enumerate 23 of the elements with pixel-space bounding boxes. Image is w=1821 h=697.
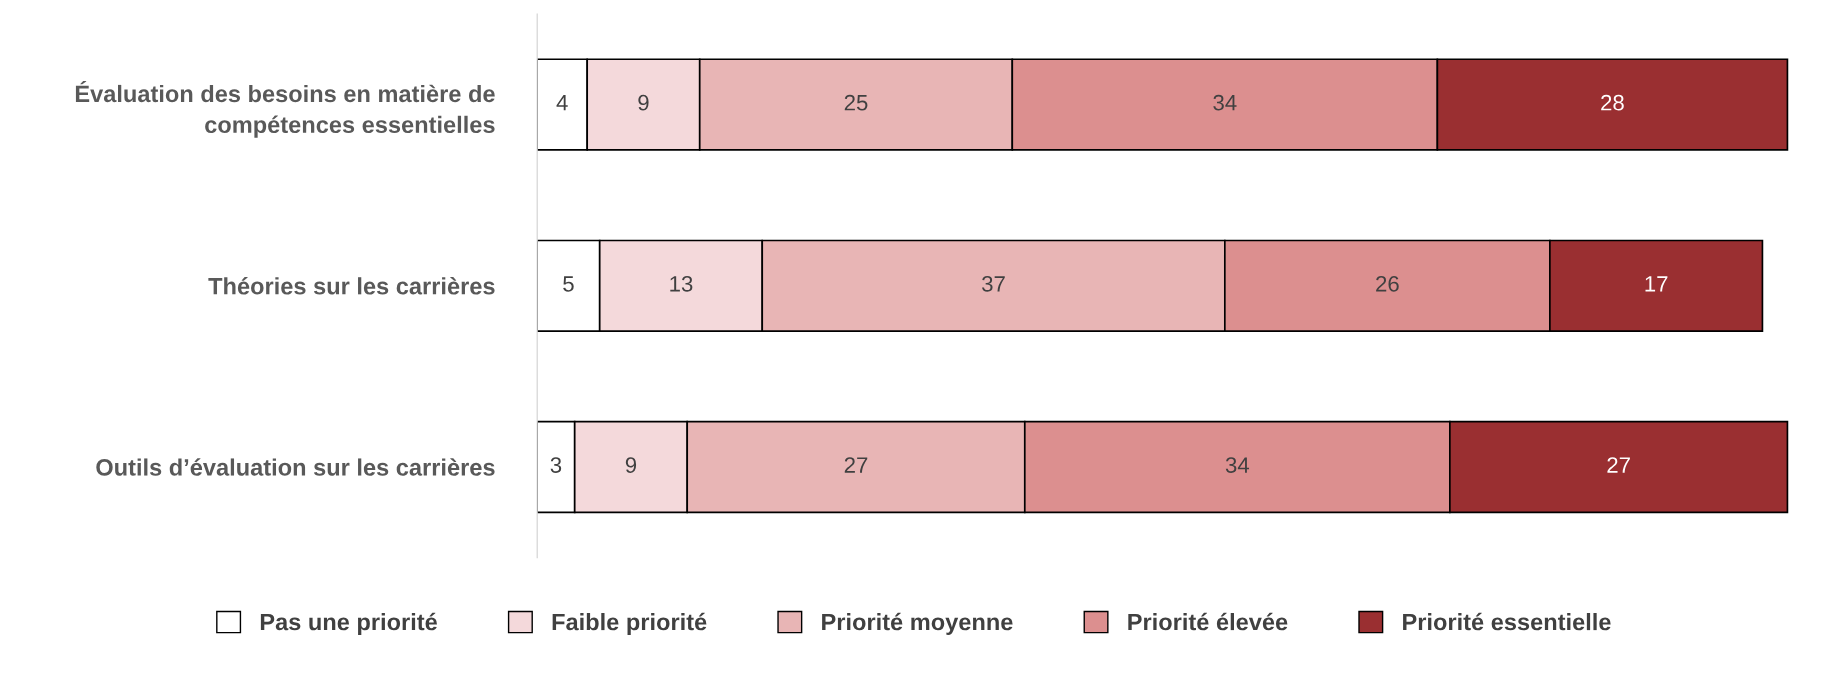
y-tick-label: Outils d’évaluation sur les carrières: [96, 458, 495, 476]
data-label: 4: [556, 95, 568, 111]
data-label: 34: [1225, 457, 1250, 473]
data-label: 34: [1213, 94, 1237, 111]
data-label: 28: [1601, 94, 1624, 111]
data-label: 27: [844, 457, 868, 473]
data-label: 9: [625, 457, 637, 473]
legend-label: Priorité moyenne: [822, 612, 1013, 636]
legend-label: Pas une priorité: [260, 612, 437, 636]
data-label: 13: [670, 276, 693, 292]
data-label: 25: [844, 94, 868, 111]
legend-label: Faible priorité: [552, 612, 707, 636]
legend-label: Priorité élevée: [1128, 612, 1288, 631]
legend-label: Priorité essentielle: [1403, 612, 1611, 631]
y-tick-label: Évaluation des besoins en matière de compétences essentielles: [75, 81, 495, 138]
data-label: 26: [1376, 276, 1399, 292]
data-label: 5: [563, 276, 574, 292]
y-tick-label: Théories sur les carrières: [208, 277, 495, 295]
data-label: 9: [638, 94, 649, 111]
data-label: 3: [550, 457, 562, 473]
data-label: 27: [1607, 457, 1630, 473]
data-label: 17: [1645, 276, 1668, 292]
data-label: 37: [982, 276, 1005, 292]
